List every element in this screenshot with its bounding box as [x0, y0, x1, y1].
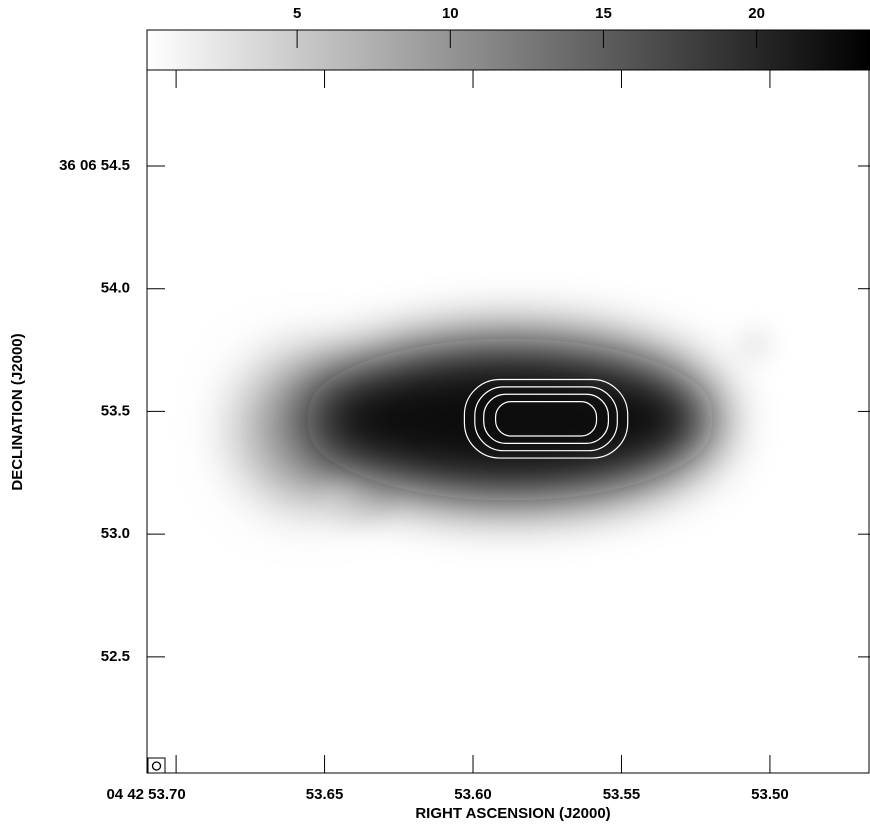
x-tick-label: 53.50 — [751, 786, 789, 803]
emission-component — [324, 475, 396, 525]
colorbar-tick-label: 5 — [293, 5, 301, 22]
image — [238, 327, 773, 525]
y-axis-label: DECLINATION (J2000) — [9, 333, 26, 490]
contour — [463, 378, 629, 459]
x-tick-label: 04 42 53.70 — [106, 786, 185, 803]
colorbar-tick-label: 15 — [595, 5, 612, 22]
x-tick-label: 53.65 — [306, 786, 344, 803]
plot-frame — [146, 69, 870, 774]
colorbar-tick-label: 10 — [442, 5, 459, 22]
beam — [151, 761, 162, 771]
colorbar-tick-label: 20 — [748, 5, 765, 22]
contour — [474, 386, 618, 452]
emission-component — [737, 327, 773, 362]
y-tick-label: 53.0 — [101, 525, 130, 542]
y-tick-label: 52.5 — [101, 648, 130, 665]
contour — [483, 393, 610, 444]
x-axis-label: RIGHT ASCENSION (J2000) — [415, 805, 610, 822]
colorbar — [146, 29, 870, 71]
y-tick-label: 53.5 — [101, 402, 130, 419]
contour — [494, 401, 598, 437]
y-tick-label: 36 06 54.5 — [59, 157, 130, 174]
x-tick-label: 53.60 — [454, 786, 492, 803]
x-tick-label: 53.55 — [603, 786, 641, 803]
emission-component — [302, 338, 718, 501]
y-tick-label: 54.0 — [101, 280, 130, 297]
beam-box — [147, 757, 166, 774]
